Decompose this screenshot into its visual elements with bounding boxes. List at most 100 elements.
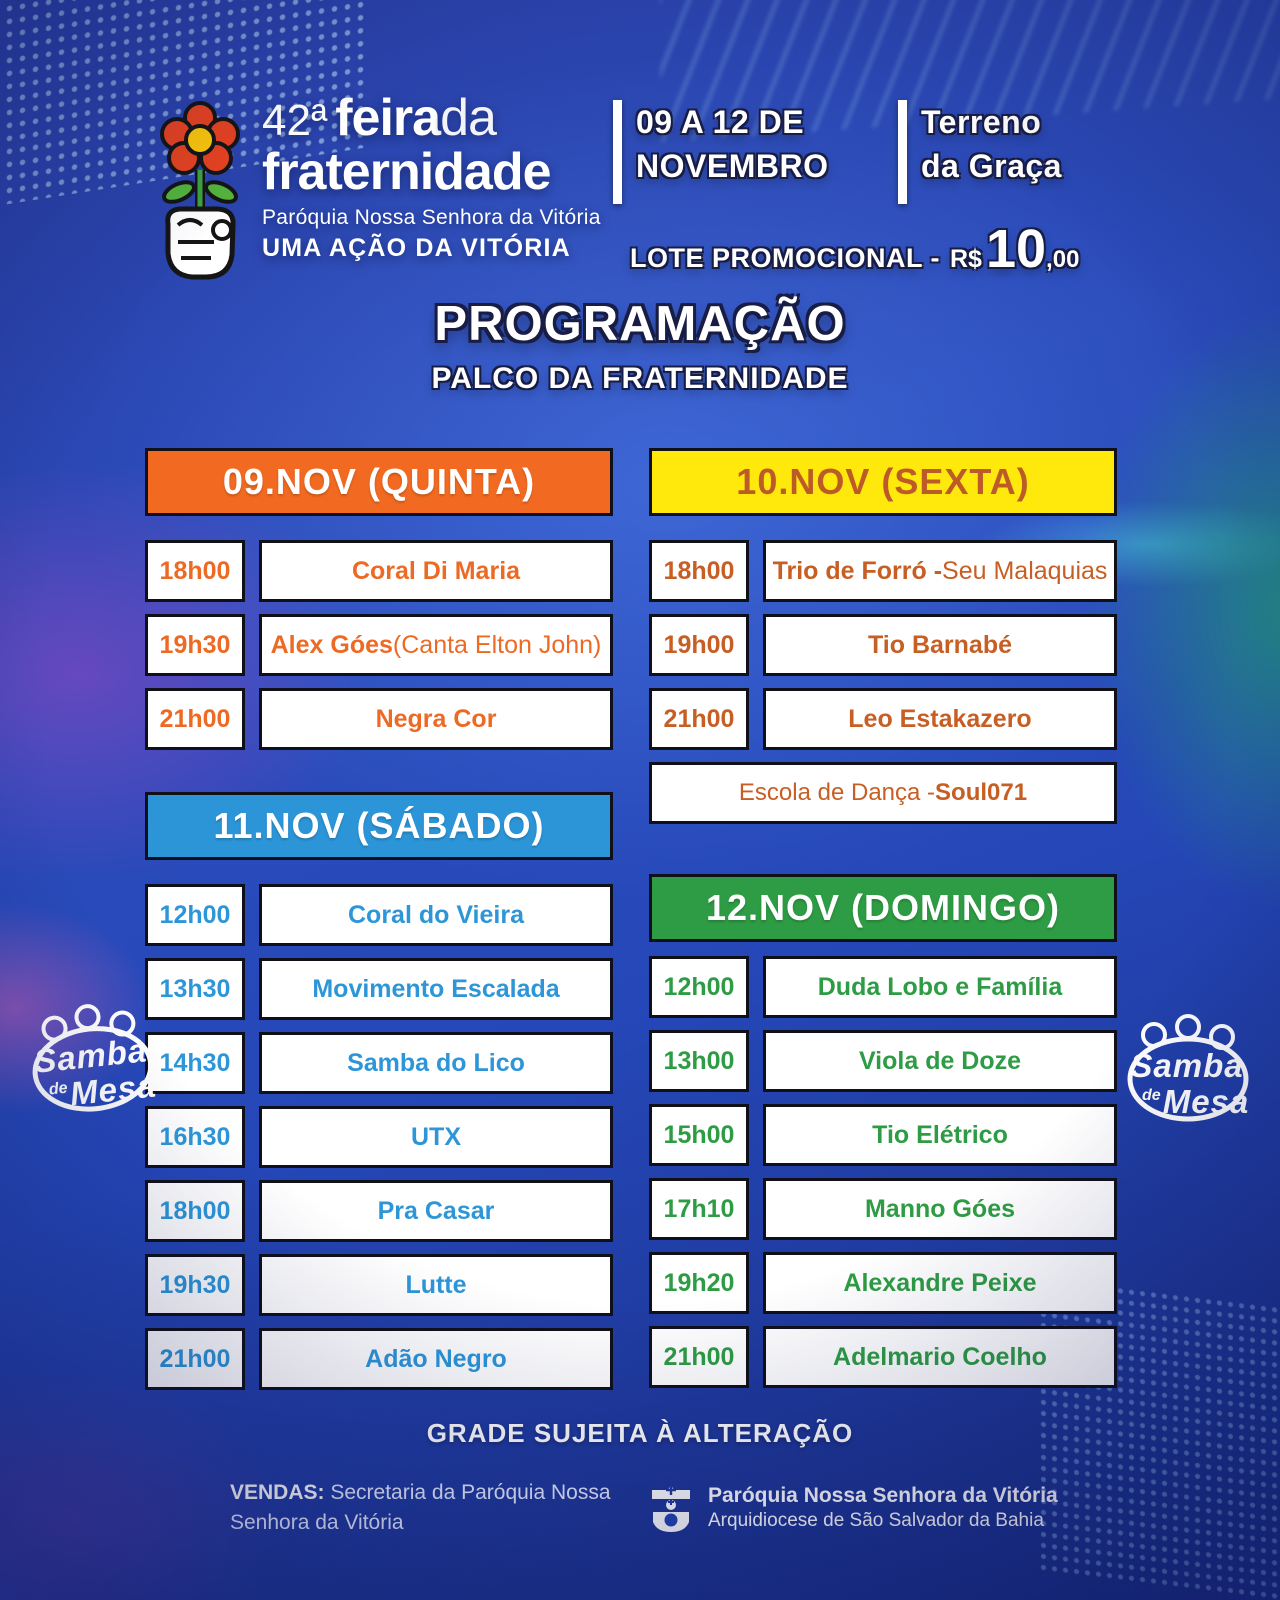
parish-subtitle: Paróquia Nossa Senhora da Vitória: [262, 206, 601, 229]
act-box: Adão Negro: [259, 1328, 613, 1390]
act-detail: Escola de Dança -: [738, 779, 936, 806]
act-box: Trio de Forró - Seu Malaquias: [763, 540, 1117, 602]
schedule-row: 14h30 Samba do Lico: [145, 1032, 613, 1094]
act-name: Adão Negro: [365, 1344, 507, 1373]
act-name: Samba do Lico: [347, 1048, 525, 1077]
time-box: 19h30: [145, 614, 245, 676]
watermark-word: Mesa: [1162, 1083, 1250, 1120]
act-name: Viola de Doze: [858, 1046, 1022, 1075]
venue-line1: Terreno: [921, 104, 1042, 140]
schedule-disclaimer: GRADE SUJEITA À ALTERAÇÃO: [426, 1418, 854, 1448]
promo-price: LOTE PROMOCIONAL - R$ 10 ,00: [630, 219, 1080, 279]
schedule-row: 12h00 Duda Lobo e Família: [649, 956, 1117, 1018]
schedule-column-left: 09.NOV (QUINTA) 18h00 Coral Di Maria 19h…: [145, 448, 613, 1402]
act-box: Pra Casar: [259, 1180, 613, 1242]
time-box: 21h00: [649, 688, 749, 750]
schedule-row-special: Escola de Dança - Soul071: [649, 762, 1117, 824]
schedule-row: 21h00 Adelmario Coelho: [649, 1326, 1117, 1388]
schedule-row: 18h00 Pra Casar: [145, 1180, 613, 1242]
sales-label: VENDAS:: [230, 1481, 325, 1504]
schedule-row: 18h00 Coral Di Maria: [145, 540, 613, 602]
act-name: Negra Cor: [375, 704, 497, 733]
event-venue: Terreno da Graça: [898, 100, 1062, 204]
act-name: UTX: [411, 1122, 461, 1151]
time-box: 18h00: [145, 540, 245, 602]
promo-cents: ,00: [1046, 246, 1080, 273]
organization-info: Paróquia Nossa Senhora da Vitória Arquid…: [648, 1482, 1058, 1534]
schedule-row: 12h00 Coral do Vieira: [145, 884, 613, 946]
act-name: Manno Góes: [864, 1194, 1015, 1223]
dates-line1: 09 A 12 DE: [636, 104, 805, 140]
schedule-row: 16h30 UTX: [145, 1106, 613, 1168]
schedule-row: 17h10 Manno Góes: [649, 1178, 1117, 1240]
flower-fist-logo-icon: [160, 101, 240, 280]
tambourine-icon: [1127, 1014, 1249, 1122]
act-box: Alex Góes (Canta Elton John): [259, 614, 613, 676]
schedule-row: 21h00 Adão Negro: [145, 1328, 613, 1390]
time-box: 18h00: [145, 1180, 245, 1242]
act-box: Duda Lobo e Família: [763, 956, 1117, 1018]
day-header-sabado: 11.NOV (SÁBADO): [145, 792, 613, 860]
event-logo: 42ª feira da fraternidade Paróquia Nossa…: [148, 92, 601, 282]
program-title: PROGRAMAÇÃO: [434, 297, 846, 351]
church-logo-icon: [652, 1485, 690, 1532]
currency-symbol: R$: [950, 245, 982, 273]
act-box: Coral do Vieira: [259, 884, 613, 946]
act-name: Soul071: [935, 779, 1028, 806]
time-box: 21h00: [145, 1328, 245, 1390]
act-name: Tio Barnabé: [867, 630, 1013, 659]
org-name: Paróquia Nossa Senhora da Vitória: [708, 1484, 1058, 1507]
time-box: 21h00: [649, 1326, 749, 1388]
promo-value: 10: [985, 219, 1047, 279]
watermark-word: Samba: [1130, 1047, 1244, 1084]
act-name: Leo Estakazero: [848, 704, 1032, 733]
divider-bar: [898, 100, 907, 204]
event-name-part: feira: [335, 89, 441, 147]
schedule-row: 13h30 Movimento Escalada: [145, 958, 613, 1020]
day-header-sexta: 10.NOV (SEXTA): [649, 448, 1117, 516]
act-name: Trio de Forró -: [772, 556, 943, 585]
act-name: Duda Lobo e Família: [817, 972, 1063, 1001]
time-box: 17h10: [649, 1178, 749, 1240]
time-box: 21h00: [145, 688, 245, 750]
act-name: Lutte: [405, 1270, 467, 1299]
day-header-quinta: 09.NOV (QUINTA): [145, 448, 613, 516]
tambourine-icon: [32, 1004, 154, 1112]
act-box: Manno Góes: [763, 1178, 1117, 1240]
act-box: Tio Barnabé: [763, 614, 1117, 676]
time-box: 13h30: [145, 958, 245, 1020]
act-box: UTX: [259, 1106, 613, 1168]
schedule-row: 19h30 Lutte: [145, 1254, 613, 1316]
act-name: Adelmario Coelho: [833, 1342, 1047, 1371]
day-header-domingo: 12.NOV (DOMINGO): [649, 874, 1117, 942]
time-box: 13h00: [649, 1030, 749, 1092]
watermark-word: de: [1142, 1087, 1161, 1104]
schedule-grid: 09.NOV (QUINTA) 18h00 Coral Di Maria 19h…: [145, 448, 1117, 1402]
time-box: 18h00: [649, 540, 749, 602]
org-diocese: Arquidiocese de São Salvador da Bahia: [708, 1510, 1044, 1531]
edition-number: 42ª: [262, 96, 328, 145]
program-subtitle: PALCO DA FRATERNIDADE: [431, 362, 849, 395]
schedule-row: 15h00 Tio Elétrico: [649, 1104, 1117, 1166]
act-name: Alex Góes: [270, 630, 393, 659]
schedule-row: 13h00 Viola de Doze: [649, 1030, 1117, 1092]
act-detail: Seu Malaquias: [942, 556, 1108, 585]
schedule-row: 19h30 Alex Góes (Canta Elton John): [145, 614, 613, 676]
act-box: Alexandre Peixe: [763, 1252, 1117, 1314]
act-name: Coral Di Maria: [351, 556, 521, 585]
sales-info: VENDAS: Secretaria da Paróquia Nossa Sen…: [230, 1478, 620, 1538]
act-box: Movimento Escalada: [259, 958, 613, 1020]
sales-text: Secretaria da Paróquia Nossa Senhora da …: [230, 1481, 611, 1534]
tagline: UMA AÇÃO DA VITÓRIA: [262, 234, 571, 262]
samba-de-mesa-watermark: Samba de Mesa: [9, 978, 174, 1143]
time-box: 16h30: [145, 1106, 245, 1168]
schedule-row: 21h00 Negra Cor: [145, 688, 613, 750]
act-box: Escola de Dança - Soul071: [649, 762, 1117, 824]
time-box: 14h30: [145, 1032, 245, 1094]
act-detail: (Canta Elton John): [392, 630, 602, 659]
act-box: Viola de Doze: [763, 1030, 1117, 1092]
act-box: Samba do Lico: [259, 1032, 613, 1094]
act-box: Leo Estakazero: [763, 688, 1117, 750]
time-box: 19h00: [649, 614, 749, 676]
